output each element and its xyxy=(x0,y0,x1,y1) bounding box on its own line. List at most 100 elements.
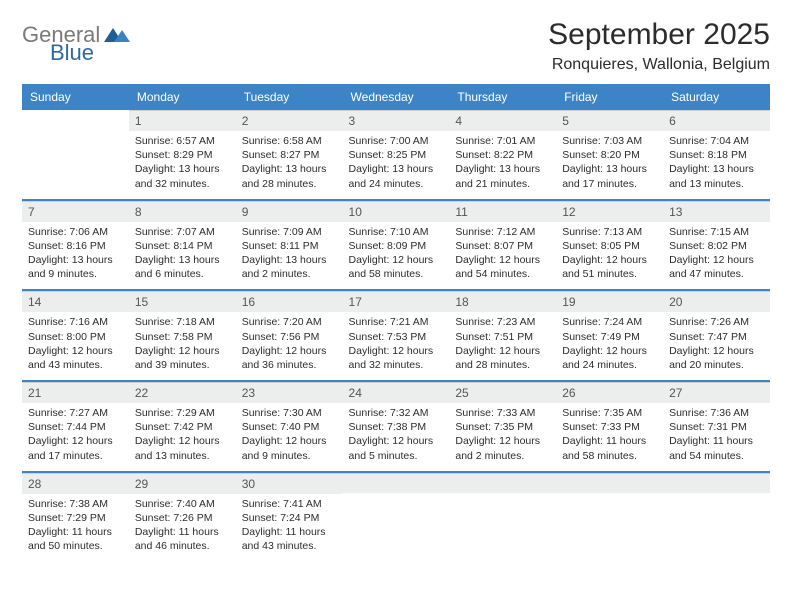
day-cell: 23Sunrise: 7:30 AMSunset: 7:40 PMDayligh… xyxy=(236,382,343,471)
day-content: Sunrise: 7:29 AMSunset: 7:42 PMDaylight:… xyxy=(129,403,236,471)
day-number: 18 xyxy=(449,291,556,312)
logo-word2: Blue xyxy=(50,42,130,64)
sunset-text: Sunset: 8:29 PM xyxy=(135,148,230,162)
day-header: Saturday xyxy=(663,84,770,110)
day-header: Monday xyxy=(129,84,236,110)
day-cell xyxy=(343,473,450,559)
day-cell: 24Sunrise: 7:32 AMSunset: 7:38 PMDayligh… xyxy=(343,382,450,471)
calendar-cell: 8Sunrise: 7:07 AMSunset: 8:14 PMDaylight… xyxy=(129,200,236,290)
day-number: 20 xyxy=(663,291,770,312)
day-number: 26 xyxy=(556,382,663,403)
sunset-text: Sunset: 7:53 PM xyxy=(349,330,444,344)
daylight-text: Daylight: 11 hours and 46 minutes. xyxy=(135,525,230,553)
day-cell: 26Sunrise: 7:35 AMSunset: 7:33 PMDayligh… xyxy=(556,382,663,471)
calendar-cell: 1Sunrise: 6:57 AMSunset: 8:29 PMDaylight… xyxy=(129,110,236,199)
daylight-text: Daylight: 12 hours and 13 minutes. xyxy=(135,434,230,462)
calendar-week-row: 1Sunrise: 6:57 AMSunset: 8:29 PMDaylight… xyxy=(22,110,770,199)
day-number: 13 xyxy=(663,201,770,222)
sunset-text: Sunset: 8:22 PM xyxy=(455,148,550,162)
day-number: 24 xyxy=(343,382,450,403)
daylight-text: Daylight: 12 hours and 5 minutes. xyxy=(349,434,444,462)
daylight-text: Daylight: 12 hours and 36 minutes. xyxy=(242,344,337,372)
day-content: Sunrise: 7:21 AMSunset: 7:53 PMDaylight:… xyxy=(343,312,450,380)
day-cell: 5Sunrise: 7:03 AMSunset: 8:20 PMDaylight… xyxy=(556,110,663,199)
day-number: 23 xyxy=(236,382,343,403)
sunrise-text: Sunrise: 7:24 AM xyxy=(562,315,657,329)
calendar-cell: 9Sunrise: 7:09 AMSunset: 8:11 PMDaylight… xyxy=(236,200,343,290)
day-number: 2 xyxy=(236,110,343,131)
calendar-week-row: 21Sunrise: 7:27 AMSunset: 7:44 PMDayligh… xyxy=(22,381,770,471)
daylight-text: Daylight: 12 hours and 20 minutes. xyxy=(669,344,764,372)
day-cell: 28Sunrise: 7:38 AMSunset: 7:29 PMDayligh… xyxy=(22,473,129,562)
calendar-cell: 16Sunrise: 7:20 AMSunset: 7:56 PMDayligh… xyxy=(236,290,343,380)
sunset-text: Sunset: 7:26 PM xyxy=(135,511,230,525)
day-cell xyxy=(556,473,663,559)
sunrise-text: Sunrise: 7:01 AM xyxy=(455,134,550,148)
sunset-text: Sunset: 7:56 PM xyxy=(242,330,337,344)
calendar-header-row: SundayMondayTuesdayWednesdayThursdayFrid… xyxy=(22,84,770,110)
day-number: 25 xyxy=(449,382,556,403)
sunset-text: Sunset: 7:31 PM xyxy=(669,420,764,434)
day-content: Sunrise: 7:12 AMSunset: 8:07 PMDaylight:… xyxy=(449,222,556,290)
day-cell: 16Sunrise: 7:20 AMSunset: 7:56 PMDayligh… xyxy=(236,291,343,380)
daylight-text: Daylight: 11 hours and 54 minutes. xyxy=(669,434,764,462)
day-cell xyxy=(449,473,556,559)
day-content: Sunrise: 7:09 AMSunset: 8:11 PMDaylight:… xyxy=(236,222,343,290)
calendar-cell: 4Sunrise: 7:01 AMSunset: 8:22 PMDaylight… xyxy=(449,110,556,199)
calendar-cell xyxy=(449,472,556,562)
day-content: Sunrise: 7:32 AMSunset: 7:38 PMDaylight:… xyxy=(343,403,450,471)
day-number: 9 xyxy=(236,201,343,222)
day-content: Sunrise: 7:23 AMSunset: 7:51 PMDaylight:… xyxy=(449,312,556,380)
day-cell: 1Sunrise: 6:57 AMSunset: 8:29 PMDaylight… xyxy=(129,110,236,199)
sunrise-text: Sunrise: 7:41 AM xyxy=(242,497,337,511)
daylight-text: Daylight: 12 hours and 47 minutes. xyxy=(669,253,764,281)
day-number: 15 xyxy=(129,291,236,312)
day-number: 6 xyxy=(663,110,770,131)
day-cell: 6Sunrise: 7:04 AMSunset: 8:18 PMDaylight… xyxy=(663,110,770,199)
sunset-text: Sunset: 7:40 PM xyxy=(242,420,337,434)
daylight-text: Daylight: 12 hours and 28 minutes. xyxy=(455,344,550,372)
day-cell: 8Sunrise: 7:07 AMSunset: 8:14 PMDaylight… xyxy=(129,201,236,290)
sunrise-text: Sunrise: 7:03 AM xyxy=(562,134,657,148)
day-number: 4 xyxy=(449,110,556,131)
sunset-text: Sunset: 7:42 PM xyxy=(135,420,230,434)
sunset-text: Sunset: 7:24 PM xyxy=(242,511,337,525)
sunset-text: Sunset: 7:35 PM xyxy=(455,420,550,434)
calendar-cell: 26Sunrise: 7:35 AMSunset: 7:33 PMDayligh… xyxy=(556,381,663,471)
day-header: Thursday xyxy=(449,84,556,110)
daylight-text: Daylight: 13 hours and 9 minutes. xyxy=(28,253,123,281)
day-header: Wednesday xyxy=(343,84,450,110)
calendar-cell: 25Sunrise: 7:33 AMSunset: 7:35 PMDayligh… xyxy=(449,381,556,471)
sunrise-text: Sunrise: 7:04 AM xyxy=(669,134,764,148)
sunrise-text: Sunrise: 7:29 AM xyxy=(135,406,230,420)
calendar-cell: 10Sunrise: 7:10 AMSunset: 8:09 PMDayligh… xyxy=(343,200,450,290)
sunrise-text: Sunrise: 7:06 AM xyxy=(28,225,123,239)
calendar-cell: 20Sunrise: 7:26 AMSunset: 7:47 PMDayligh… xyxy=(663,290,770,380)
sunset-text: Sunset: 8:11 PM xyxy=(242,239,337,253)
title-block: September 2025 Ronquieres, Wallonia, Bel… xyxy=(548,18,770,74)
day-header: Friday xyxy=(556,84,663,110)
empty-day-bar xyxy=(663,473,770,493)
daylight-text: Daylight: 12 hours and 39 minutes. xyxy=(135,344,230,372)
day-content: Sunrise: 7:07 AMSunset: 8:14 PMDaylight:… xyxy=(129,222,236,290)
day-content: Sunrise: 7:26 AMSunset: 7:47 PMDaylight:… xyxy=(663,312,770,380)
calendar-page: General Blue September 2025 Ronquieres, … xyxy=(0,0,792,561)
calendar-cell xyxy=(556,472,663,562)
daylight-text: Daylight: 12 hours and 54 minutes. xyxy=(455,253,550,281)
day-cell: 25Sunrise: 7:33 AMSunset: 7:35 PMDayligh… xyxy=(449,382,556,471)
sunrise-text: Sunrise: 7:12 AM xyxy=(455,225,550,239)
calendar-cell: 22Sunrise: 7:29 AMSunset: 7:42 PMDayligh… xyxy=(129,381,236,471)
daylight-text: Daylight: 12 hours and 17 minutes. xyxy=(28,434,123,462)
day-content: Sunrise: 7:38 AMSunset: 7:29 PMDaylight:… xyxy=(22,494,129,562)
day-cell: 7Sunrise: 7:06 AMSunset: 8:16 PMDaylight… xyxy=(22,201,129,290)
sunrise-text: Sunrise: 6:57 AM xyxy=(135,134,230,148)
calendar-cell: 30Sunrise: 7:41 AMSunset: 7:24 PMDayligh… xyxy=(236,472,343,562)
daylight-text: Daylight: 11 hours and 43 minutes. xyxy=(242,525,337,553)
day-cell: 2Sunrise: 6:58 AMSunset: 8:27 PMDaylight… xyxy=(236,110,343,199)
calendar-cell: 28Sunrise: 7:38 AMSunset: 7:29 PMDayligh… xyxy=(22,472,129,562)
sunrise-text: Sunrise: 7:33 AM xyxy=(455,406,550,420)
day-number: 1 xyxy=(129,110,236,131)
calendar-cell: 15Sunrise: 7:18 AMSunset: 7:58 PMDayligh… xyxy=(129,290,236,380)
sunset-text: Sunset: 7:33 PM xyxy=(562,420,657,434)
sunrise-text: Sunrise: 7:36 AM xyxy=(669,406,764,420)
